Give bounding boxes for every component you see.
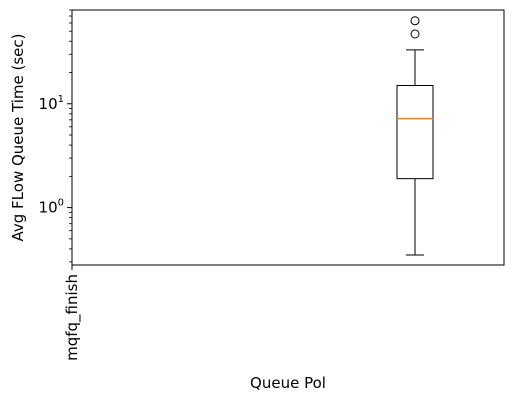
plot-area xyxy=(71,9,505,266)
y-tick-label: 100 xyxy=(39,198,64,217)
y-tick-label-base: 10 xyxy=(39,95,58,113)
y-tick-label: 101 xyxy=(39,94,64,113)
x-tick-label: mqfq_finish xyxy=(63,274,82,361)
box-iqr xyxy=(396,84,434,180)
box-series xyxy=(396,16,434,256)
y-tick-label-exponent: 0 xyxy=(58,198,64,209)
y-axis-label: Avg FLow Queue Time (sec) xyxy=(9,33,27,241)
y-tick-label-exponent: 1 xyxy=(58,94,64,105)
outlier-point xyxy=(410,16,420,26)
outlier-point xyxy=(410,29,420,39)
y-tick-label-base: 10 xyxy=(39,199,58,217)
x-axis-ticks: mqfq_finish xyxy=(63,265,82,361)
x-axis-label: Queue Pol xyxy=(250,374,326,392)
